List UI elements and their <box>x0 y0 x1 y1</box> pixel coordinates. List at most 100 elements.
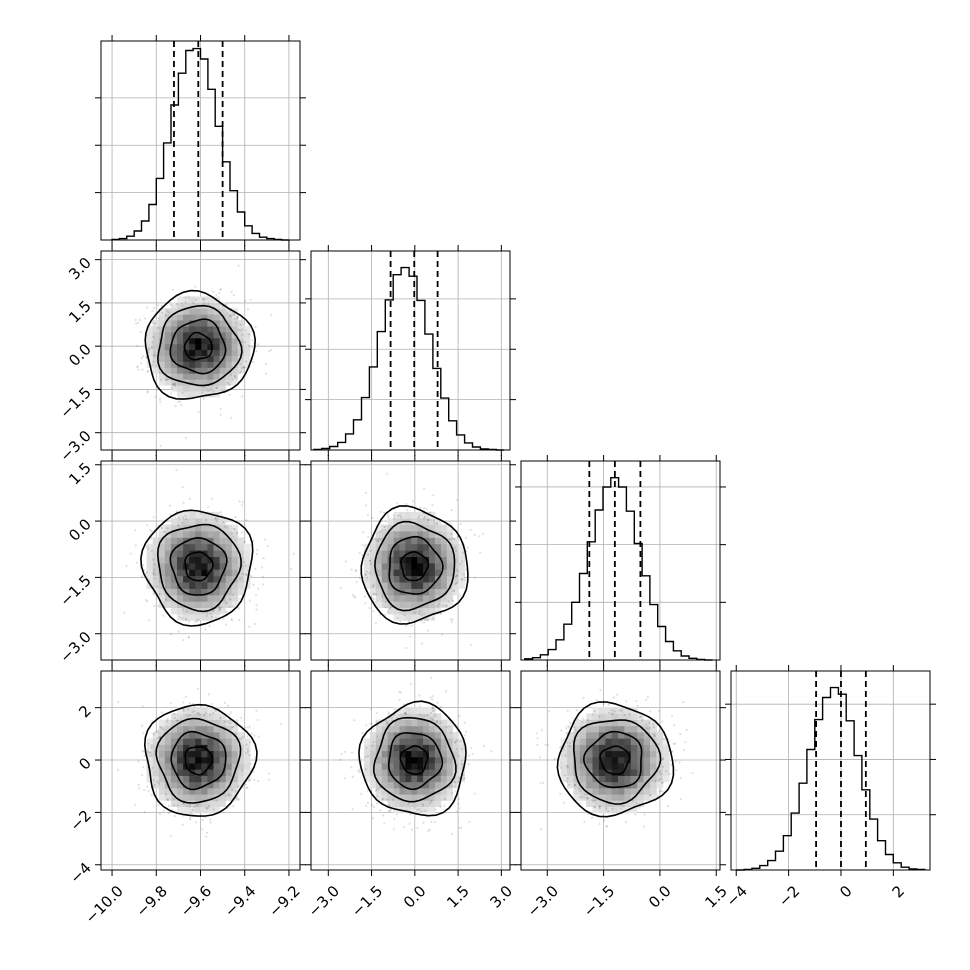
scatter-point <box>173 516 176 519</box>
density-cell <box>183 332 190 339</box>
density-cell <box>201 349 208 356</box>
scatter-point <box>150 794 153 797</box>
scatter-point <box>429 800 432 803</box>
density-cell <box>189 601 196 608</box>
density-cell <box>429 518 436 526</box>
scatter-point <box>434 713 437 716</box>
density-cell <box>605 707 613 714</box>
scatter-point <box>255 553 258 556</box>
scatter-point <box>668 772 671 775</box>
density-cell <box>164 575 172 583</box>
y-tick-label: 0.0 <box>65 340 95 370</box>
density-cell <box>611 794 619 801</box>
density-cell <box>429 614 436 621</box>
scatter-point <box>368 572 371 575</box>
density-cell <box>219 738 227 745</box>
y-tick-label: 1.5 <box>65 297 95 327</box>
scatter-point <box>134 544 137 547</box>
density-cell <box>207 379 214 386</box>
scatter-point <box>220 389 223 392</box>
scatter-point <box>370 722 373 725</box>
density-cell <box>429 732 436 739</box>
density-cell <box>446 781 454 789</box>
density-cell <box>164 343 172 351</box>
density-cell <box>231 355 239 362</box>
density-cell <box>411 537 418 545</box>
density-cell <box>399 800 406 807</box>
scatter-point <box>237 328 240 331</box>
density-cell <box>434 524 442 532</box>
density-cell <box>440 788 448 795</box>
scatter-point <box>153 563 156 566</box>
scatter-point <box>191 710 194 714</box>
density-cell <box>411 806 418 814</box>
density-cell <box>429 794 436 801</box>
density-cell <box>592 707 600 714</box>
density-cell <box>243 343 251 351</box>
scatter-point <box>240 716 243 720</box>
scatter-point <box>350 751 353 754</box>
scatter-point <box>451 599 455 603</box>
scatter-point <box>151 363 154 366</box>
scatter-point <box>638 716 642 719</box>
density-cell <box>573 750 581 758</box>
scatter-point <box>661 781 665 784</box>
scatter-point <box>140 356 143 360</box>
scatter-point <box>168 311 171 314</box>
density-cell <box>393 594 400 602</box>
scatter-point <box>229 374 232 377</box>
scatter-point <box>423 714 426 717</box>
scatter-point <box>232 725 235 729</box>
density-cell <box>399 550 406 557</box>
scatter-point <box>458 826 461 830</box>
scatter-point <box>458 807 461 810</box>
scatter-point <box>290 567 293 571</box>
scatter-point <box>220 606 223 609</box>
density-cell <box>177 302 184 309</box>
density-cell <box>405 531 412 538</box>
scatter-point <box>219 608 222 611</box>
scatter-point <box>457 797 460 800</box>
scatter-point <box>364 756 367 759</box>
scatter-point <box>427 519 430 522</box>
density-cell <box>630 800 638 807</box>
density-cell <box>219 332 227 339</box>
contour-line <box>556 701 675 818</box>
density-cell <box>579 775 587 783</box>
scatter-point <box>223 388 226 392</box>
density-cell <box>411 725 418 733</box>
density-cell <box>152 738 160 745</box>
density-cell <box>219 361 227 368</box>
density-cell <box>201 326 208 333</box>
scatter-point <box>241 531 244 534</box>
density-cell <box>605 732 613 739</box>
scatter-point <box>182 516 185 519</box>
density-cell <box>411 575 418 583</box>
density-cell <box>146 343 154 351</box>
scatter-point <box>374 622 377 625</box>
scatter-point <box>185 610 189 613</box>
scatter-point <box>619 807 622 810</box>
scatter-point <box>398 690 401 693</box>
density-cell <box>446 575 454 583</box>
scatter-point <box>455 747 459 751</box>
scatter-point <box>153 307 156 310</box>
density-cell <box>158 582 166 589</box>
density-cell <box>611 775 619 783</box>
density-cell <box>452 781 459 789</box>
density-cell <box>177 769 184 776</box>
density-cell <box>364 756 371 764</box>
density-cell <box>177 518 184 526</box>
density-cell <box>417 788 424 795</box>
scatter-point <box>366 801 369 805</box>
scatter-point <box>173 383 176 386</box>
density-cell <box>177 607 184 615</box>
density-cell <box>434 750 442 758</box>
density-cell <box>387 607 394 615</box>
y-tick-label: −3.0 <box>56 427 94 465</box>
scatter-point <box>140 575 144 578</box>
density-cell <box>446 588 454 596</box>
scatter-point <box>174 384 177 388</box>
density-cell <box>152 769 160 776</box>
